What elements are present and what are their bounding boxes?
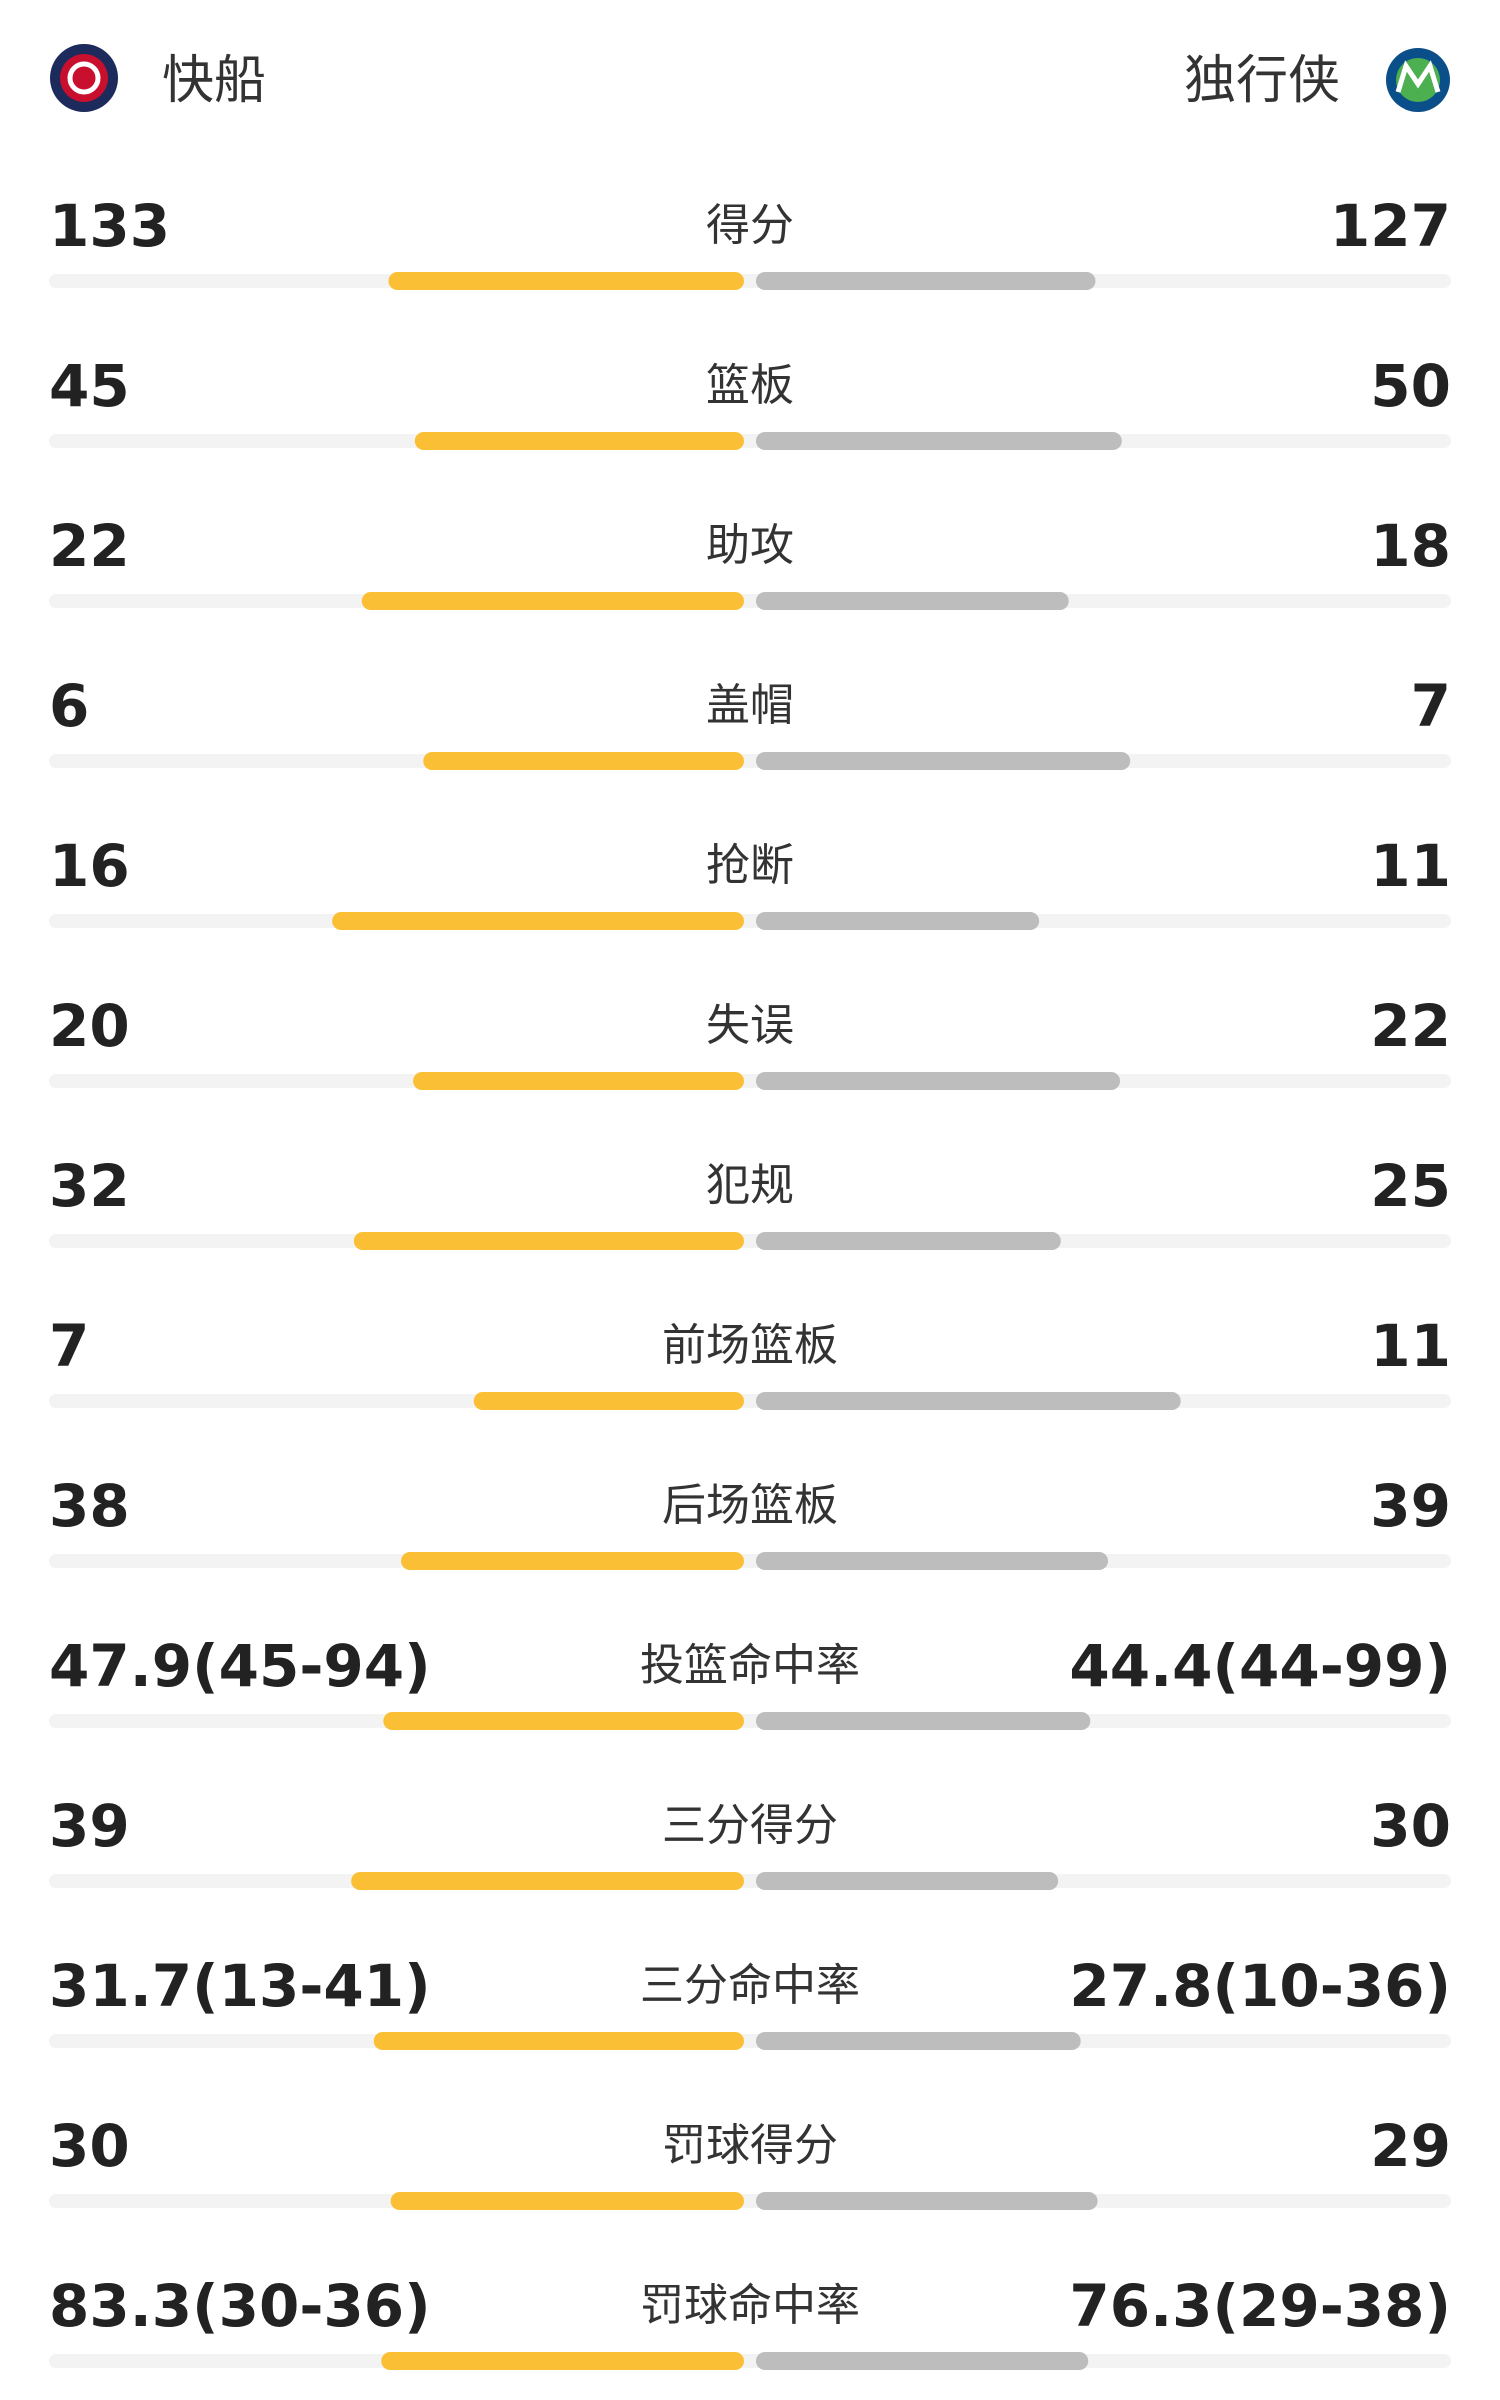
away-bar [756, 1552, 1109, 1570]
away-bar [756, 1232, 1061, 1250]
home-value: 7 [49, 1312, 89, 1380]
away-value: 44.4(44-99) [1069, 1632, 1451, 1700]
stat-label: 得分 [706, 200, 794, 251]
away-value: 127 [1330, 192, 1451, 260]
away-bar [756, 1872, 1059, 1890]
stat-label: 犯规 [706, 1160, 794, 1211]
away-bar [756, 1072, 1121, 1090]
bar-track [49, 1714, 1451, 1728]
away-value: 39 [1370, 1472, 1451, 1540]
bar-track [49, 2034, 1451, 2048]
away-logo [1386, 48, 1450, 112]
home-value: 31.7(13-41) [49, 1952, 431, 2020]
home-bar [361, 592, 744, 610]
stat-label: 三分得分 [662, 1800, 838, 1851]
home-value: 39 [49, 1792, 130, 1860]
home-bar [423, 752, 744, 770]
home-bar [390, 2192, 744, 2210]
stat-label: 篮板 [706, 360, 794, 411]
home-value: 45 [49, 352, 130, 420]
stat-label: 盖帽 [706, 680, 794, 731]
home-value: 83.3(30-36) [49, 2272, 431, 2340]
bar-track [49, 1554, 1451, 1568]
away-value: 76.3(29-38) [1069, 2272, 1451, 2340]
stat-label: 三分命中率 [640, 1960, 860, 2011]
home-value: 133 [49, 192, 170, 260]
away-value: 18 [1370, 512, 1451, 580]
away-bar [756, 272, 1096, 290]
bar-track [49, 274, 1451, 288]
away-bar [756, 1712, 1091, 1730]
home-bar [388, 272, 744, 290]
away-bar [756, 912, 1040, 930]
home-bar [373, 2032, 744, 2050]
away-value: 27.8(10-36) [1069, 1952, 1451, 2020]
home-value: 30 [49, 2112, 130, 2180]
bar-track [49, 754, 1451, 768]
away-value: 29 [1370, 2112, 1451, 2180]
home-bar [413, 1072, 744, 1090]
home-value: 22 [49, 512, 130, 580]
away-bar [756, 432, 1122, 450]
home-value: 38 [49, 1472, 130, 1540]
home-team: 快船 [162, 51, 266, 111]
away-value: 30 [1370, 1792, 1451, 1860]
away-value: 11 [1370, 1312, 1451, 1380]
stat-label: 失误 [706, 1000, 794, 1051]
home-bar [351, 1872, 744, 1890]
away-bar [756, 752, 1131, 770]
bar-track [49, 1234, 1451, 1248]
stat-label: 助攻 [706, 520, 794, 571]
bar-track [49, 434, 1451, 448]
home-bar [414, 432, 744, 450]
away-value: 7 [1411, 672, 1451, 740]
bar-track [49, 2194, 1451, 2208]
away-team: 独行侠 [1184, 51, 1340, 111]
home-bar [381, 2352, 744, 2370]
away-bar [756, 592, 1069, 610]
bar-track [49, 1074, 1451, 1088]
stat-label: 抢断 [706, 840, 794, 891]
stat-label: 罚球得分 [662, 2120, 838, 2171]
away-value: 50 [1370, 352, 1451, 420]
home-bar [383, 1712, 744, 1730]
home-bar [401, 1552, 744, 1570]
stat-label: 投篮命中率 [640, 1640, 860, 1691]
bar-track [49, 1394, 1451, 1408]
home-value: 6 [49, 672, 89, 740]
home-bar [353, 1232, 744, 1250]
away-value: 25 [1370, 1152, 1451, 1220]
home-value: 20 [49, 992, 130, 1060]
home-bar [473, 1392, 744, 1410]
away-value: 22 [1370, 992, 1451, 1060]
away-bar [756, 2032, 1081, 2050]
stat-label: 罚球命中率 [640, 2280, 860, 2331]
home-value: 16 [49, 832, 130, 900]
away-value: 11 [1370, 832, 1451, 900]
bar-track [49, 2354, 1451, 2368]
bar-track [49, 594, 1451, 608]
home-logo [50, 44, 118, 112]
home-bar [332, 912, 744, 930]
home-value: 47.9(45-94) [49, 1632, 431, 1700]
bar-track [49, 1874, 1451, 1888]
stat-label: 后场篮板 [662, 1480, 838, 1531]
away-bar [756, 1392, 1181, 1410]
bar-track [49, 914, 1451, 928]
away-bar [756, 2352, 1089, 2370]
away-bar [756, 2192, 1098, 2210]
home-value: 32 [49, 1152, 130, 1220]
stat-label: 前场篮板 [662, 1320, 838, 1371]
